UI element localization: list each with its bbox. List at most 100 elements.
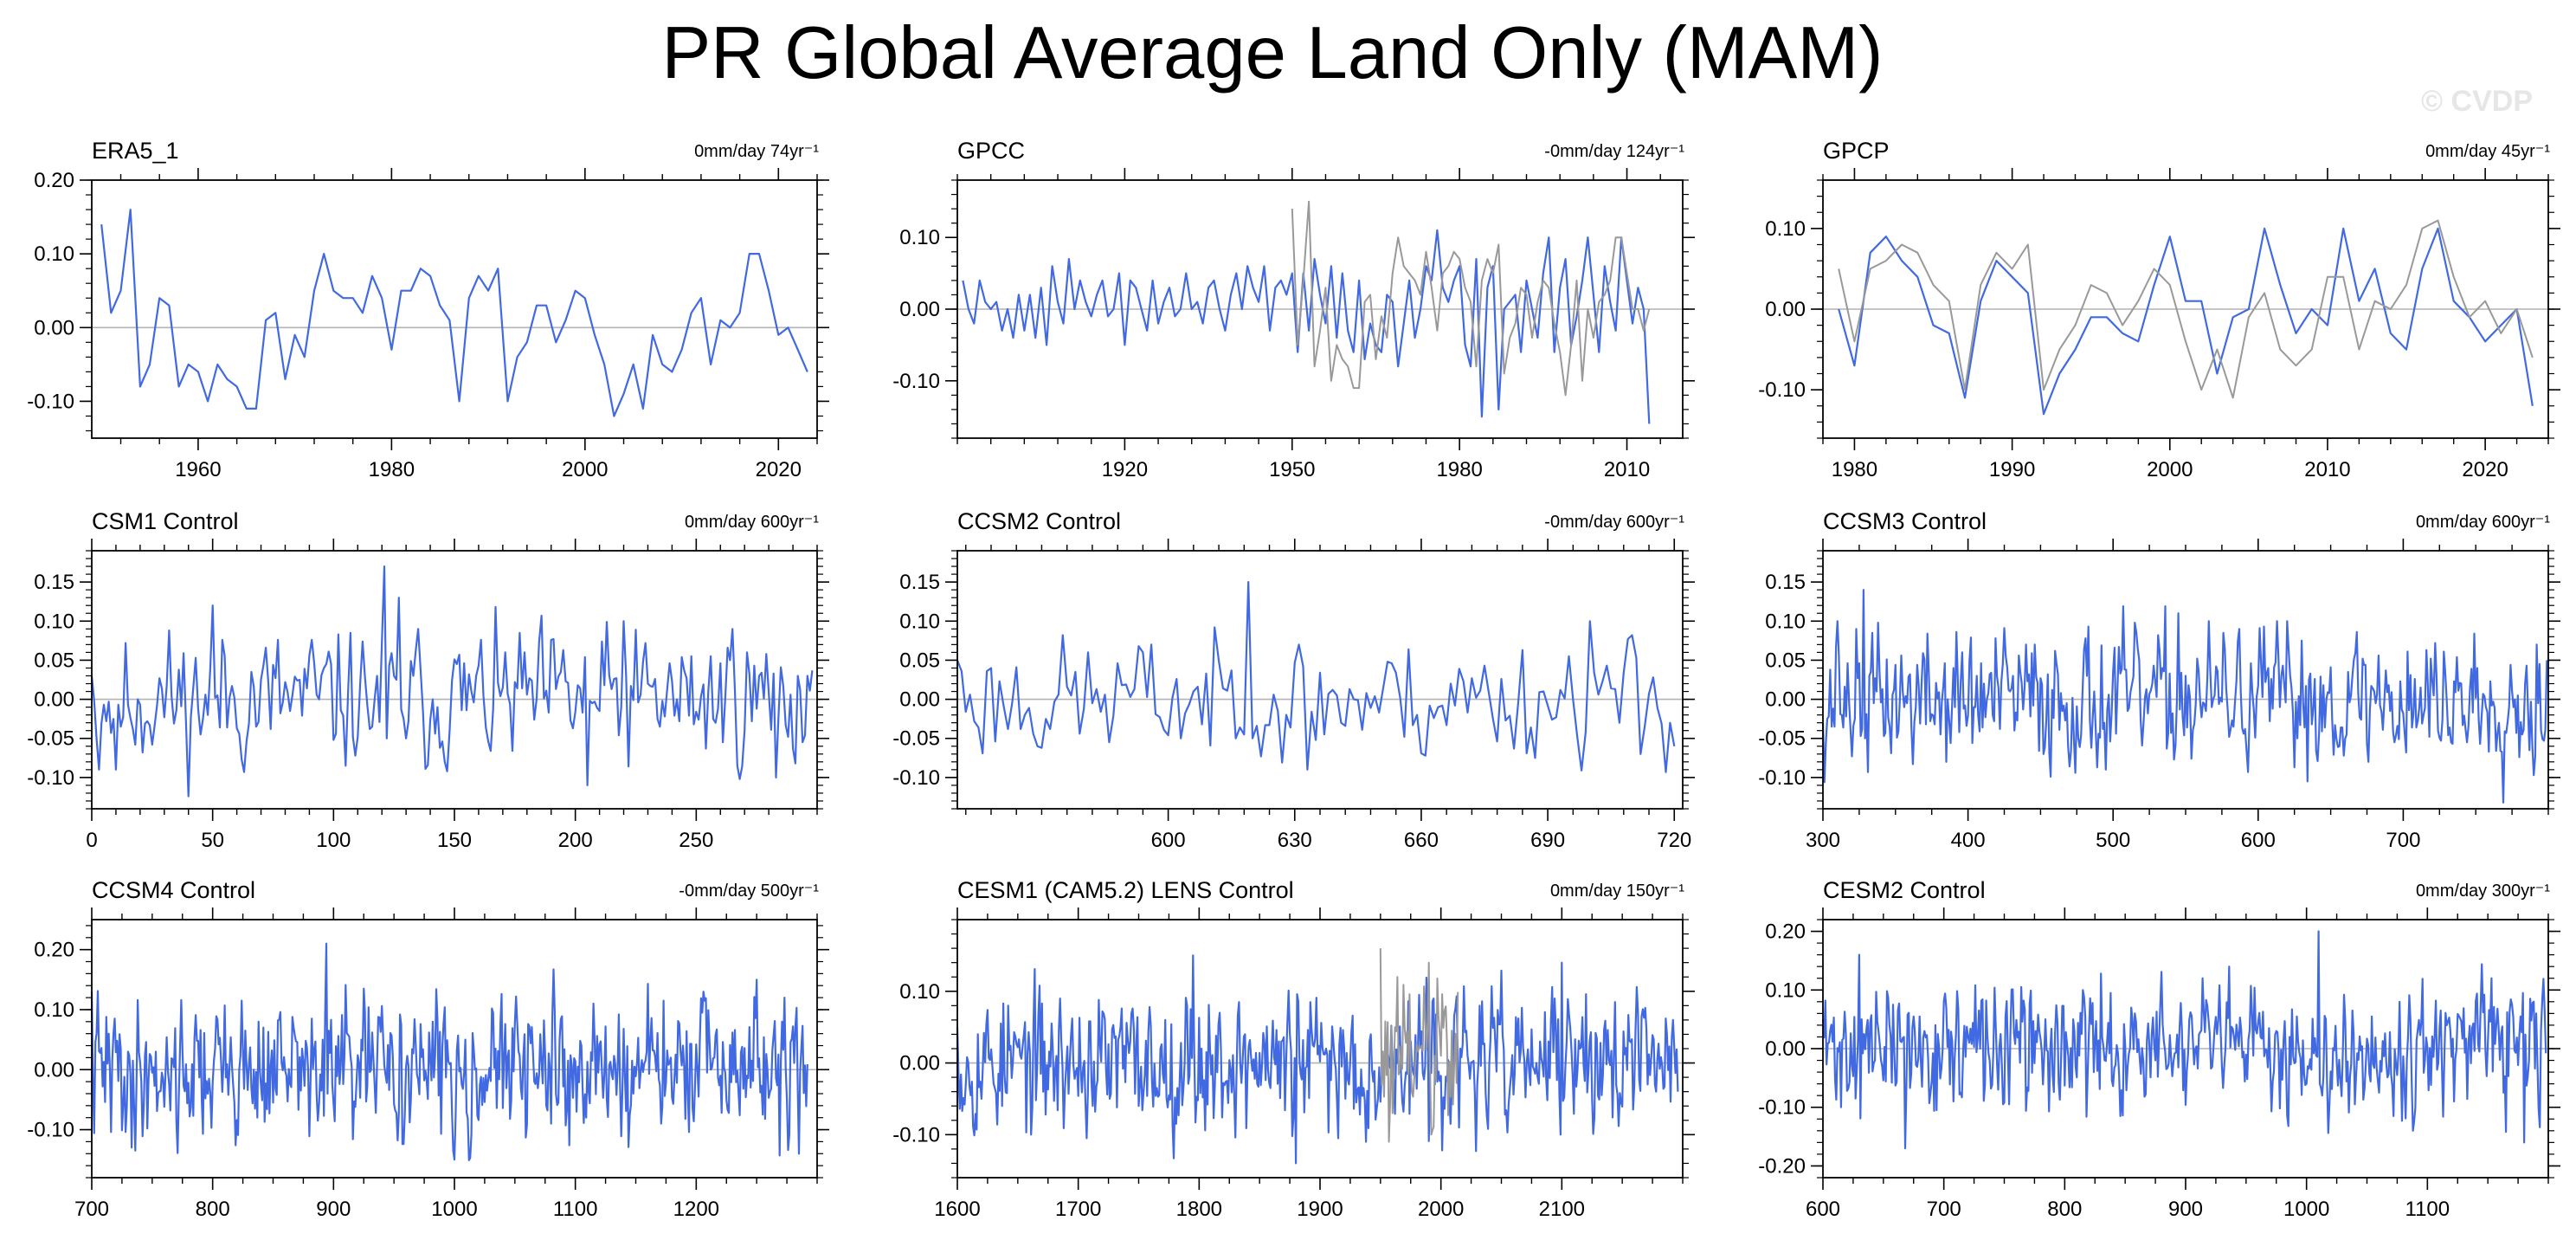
x-tick-label: 1000 xyxy=(2283,1198,2329,1221)
y-tick-label: 0.15 xyxy=(34,571,74,594)
x-tick-label: 1980 xyxy=(1832,458,1877,481)
panel-stat: 0mm/day 600yr⁻¹ xyxy=(2416,513,2550,532)
series-line-1 xyxy=(90,942,808,1162)
y-tick-label: 0.05 xyxy=(1765,649,1806,672)
x-tick-label: 600 xyxy=(1806,1198,1840,1221)
y-tick-label: -0.05 xyxy=(27,727,74,751)
panel-6: 300 400 500 600 700 -0.10 -0.05 0.00 0.05 0.10 0.1… xyxy=(1758,508,2560,852)
plot-frame xyxy=(91,179,818,439)
y-tick-label: -0.10 xyxy=(892,766,940,790)
panel-2: 1920 1950 1980 2010 -0.10 0.00 0.10 GPCC -0mm/da… xyxy=(892,138,1695,481)
series-line-2 xyxy=(1291,200,1651,397)
series-line-1 xyxy=(100,209,808,417)
x-tick-label: 2020 xyxy=(756,458,802,481)
y-tick-label: -0.10 xyxy=(27,1119,74,1142)
y-tick-label: 0.10 xyxy=(1765,610,1806,633)
y-tick-label: 0.00 xyxy=(1765,688,1806,712)
y-tick-label: -0.10 xyxy=(27,766,74,790)
y-tick-label: -0.10 xyxy=(1758,378,1806,402)
x-tick-label: 630 xyxy=(1278,829,1312,852)
panel-stat: 0mm/day 74yr⁻¹ xyxy=(694,142,819,161)
x-tick-label: 150 xyxy=(437,829,472,852)
panel-stat: 0mm/day 150yr⁻¹ xyxy=(1550,882,1684,901)
y-tick-label: 0.05 xyxy=(899,649,940,672)
panel-title: CSM1 Control xyxy=(92,508,239,534)
x-tick-label: 1100 xyxy=(553,1198,598,1221)
y-tick-label: 0.00 xyxy=(34,316,74,339)
series-line-1 xyxy=(1821,589,2548,804)
panel-5: 600 630 660 690 720 -0.10 -0.05 0.00 0.05 0.10 0.1… xyxy=(892,508,1695,852)
y-tick-label: -0.10 xyxy=(892,370,940,393)
panel-4: 0 50 100 150 200 250 -0.10 -0.05 0.00 0.05 0.10 0.1… xyxy=(27,508,829,852)
x-tick-label: 700 xyxy=(2386,829,2420,852)
x-tick-label: 900 xyxy=(2168,1198,2203,1221)
y-tick-label: -0.10 xyxy=(27,390,74,413)
panel-stat: -0mm/day 500yr⁻¹ xyxy=(679,882,819,901)
x-tick-label: 100 xyxy=(316,829,351,852)
y-tick-label: -0.10 xyxy=(1758,1096,1806,1120)
x-tick-label: 2010 xyxy=(2304,458,2350,481)
panel-title: CESM2 Control xyxy=(1823,877,1986,903)
series-line-1 xyxy=(956,954,1679,1165)
x-tick-label: 600 xyxy=(1151,829,1186,852)
x-tick-label: 700 xyxy=(1927,1198,1961,1221)
y-tick-label: -0.10 xyxy=(1758,766,1806,790)
x-tick-label: 200 xyxy=(558,829,593,852)
x-tick-label: 1600 xyxy=(934,1198,980,1221)
x-tick-label: 1700 xyxy=(1055,1198,1101,1221)
x-tick-label: 2000 xyxy=(1418,1198,1464,1221)
y-tick-label: 0.00 xyxy=(899,688,940,712)
y-tick-label: 0.00 xyxy=(34,1058,74,1082)
y-tick-label: 0.10 xyxy=(34,998,74,1022)
y-tick-label: -0.05 xyxy=(1758,727,1806,751)
panel-1: 1960 1980 2000 2020 -0.10 0.00 0.10 0.20 ERA5_1 0… xyxy=(27,138,829,481)
y-tick-label: 0.05 xyxy=(34,649,74,672)
x-tick-label: 300 xyxy=(1806,829,1840,852)
x-tick-label: 700 xyxy=(74,1198,109,1221)
panel-3: 1980 1990 2000 2010 2020 -0.10 0.00 0.10 GPCP 0mm… xyxy=(1758,138,2560,481)
panel-stat: 0mm/day 45yr⁻¹ xyxy=(2425,142,2550,161)
series-line-2 xyxy=(1379,948,1459,1143)
panel-stat: 0mm/day 600yr⁻¹ xyxy=(685,513,819,532)
x-tick-label: 690 xyxy=(1530,829,1565,852)
y-tick-label: 0.20 xyxy=(1765,920,1806,944)
y-tick-label: 0.10 xyxy=(34,610,74,633)
x-tick-label: 2000 xyxy=(562,458,608,481)
panel-stat: -0mm/day 124yr⁻¹ xyxy=(1544,142,1684,161)
series-line-2 xyxy=(1838,219,2534,399)
y-tick-label: 0.10 xyxy=(1765,217,1806,241)
x-tick-label: 500 xyxy=(2096,829,2130,852)
y-tick-label: 0.00 xyxy=(899,298,940,321)
x-tick-label: 1980 xyxy=(1436,458,1482,481)
y-tick-label: 0.15 xyxy=(899,571,940,594)
x-tick-label: 0 xyxy=(86,829,97,852)
y-tick-label: 0.00 xyxy=(1765,1037,1806,1061)
y-tick-label: 0.20 xyxy=(34,169,74,192)
x-tick-label: 1900 xyxy=(1297,1198,1343,1221)
series-line-1 xyxy=(1838,227,2534,416)
x-tick-label: 1800 xyxy=(1176,1198,1222,1221)
panel-title: ERA5_1 xyxy=(92,138,179,164)
panel-title: CESM1 (CAM5.2) LENS Control xyxy=(957,877,1294,903)
y-tick-label: 0.10 xyxy=(1765,979,1806,1002)
y-tick-label: 0.00 xyxy=(1765,298,1806,321)
panel-9: 600 700 800 900 1000 1100 -0.20 -0.10 0.00 0.10 0.… xyxy=(1758,877,2560,1221)
panel-title: GPCC xyxy=(957,138,1025,164)
x-tick-label: 2100 xyxy=(1539,1198,1585,1221)
panel-title: CCSM2 Control xyxy=(957,508,1121,534)
x-tick-label: 800 xyxy=(196,1198,230,1221)
x-tick-label: 1920 xyxy=(1102,458,1148,481)
x-tick-label: 1000 xyxy=(431,1198,477,1221)
x-tick-label: 50 xyxy=(201,829,224,852)
x-tick-label: 250 xyxy=(679,829,713,852)
panel-title: GPCP xyxy=(1823,138,1890,164)
x-tick-label: 660 xyxy=(1404,829,1439,852)
y-tick-label: 0.10 xyxy=(899,980,940,1004)
x-tick-label: 400 xyxy=(1951,829,1986,852)
panel-title: CCSM4 Control xyxy=(92,877,255,903)
y-tick-label: -0.10 xyxy=(892,1123,940,1146)
panel-title: CCSM3 Control xyxy=(1823,508,1987,534)
x-tick-label: 1200 xyxy=(673,1198,719,1221)
